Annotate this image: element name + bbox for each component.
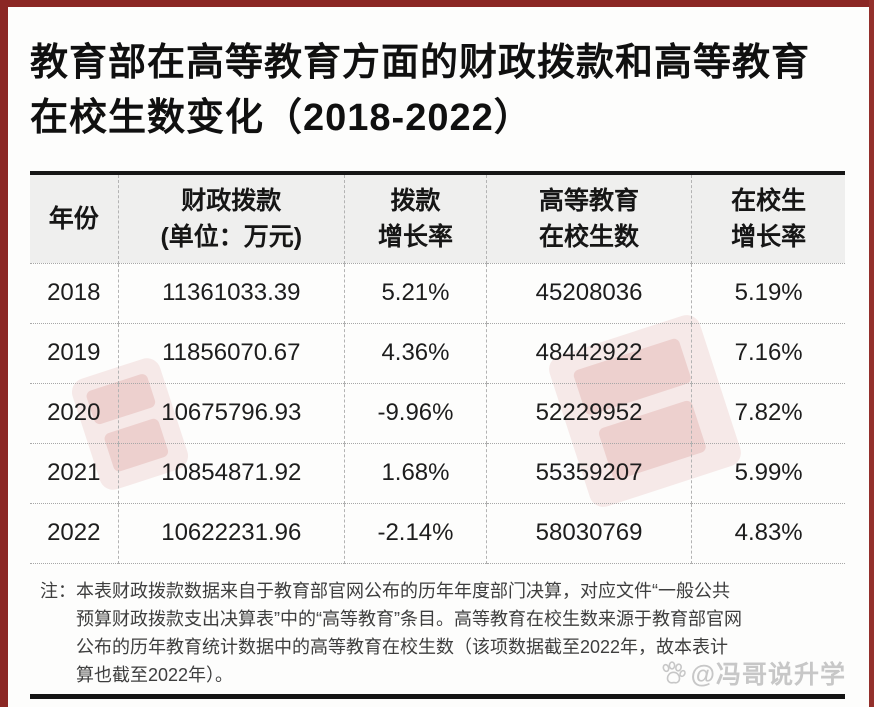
table-row: 2020 10675796.93 -9.96% 52229952 7.82% [30,382,845,443]
footnote-line: 预算财政拨款支出决算表”中的“高等教育”条目。高等教育在校生数来源于教育部官网 [76,608,742,629]
column-header-enrollment: 高等教育 在校生数 [485,173,692,263]
table-row: 2018 11361033.39 5.21% 45208036 5.19% [30,262,845,323]
cell-year: 2021 [30,442,119,503]
cell-enrollment: 52229952 [485,382,692,443]
frame-edge-right [869,0,874,707]
cell-enrollment: 58030769 [485,502,692,564]
page-title: 教育部在高等教育方面的财政拨款和高等教育 在校生数变化（2018-2022） [30,36,845,146]
funding-enrollment-table: 年份 财政拨款 (单位：万元) 拨款 增长率 高等教育 在校生数 在校生 增长率 [30,171,845,564]
cell-enrollment-growth: 5.19% [691,262,845,323]
cell-fiscal-allocation: 11856070.67 [117,322,345,383]
author-watermark: @冯哥说升学 [659,655,846,691]
cell-fiscal-allocation: 10622231.96 [117,502,345,564]
footnote-line: 本表财政拨款数据来自于教育部官网公布的历年年度部门决算，对应文件“一般公共 [76,580,730,601]
cell-enrollment-growth: 5.99% [691,442,845,503]
cell-enrollment-growth: 7.16% [691,322,845,383]
table-header: 年份 财政拨款 (单位：万元) 拨款 增长率 高等教育 在校生数 在校生 增长率 [30,173,845,263]
cell-enrollment: 48442922 [485,322,692,383]
cell-allocation-growth: -2.14% [344,502,487,564]
footnote: 注： 本表财政拨款数据来自于教育部官网公布的历年年度部门决算，对应文件“一般公共… [30,577,845,689]
cell-allocation-growth: 5.21% [344,262,487,323]
card-content: 教育部在高等教育方面的财政拨款和高等教育 在校生数变化（2018-2022） 年… [30,36,845,689]
header-sublabel: (单位：万元) [160,222,303,251]
cell-enrollment-growth: 4.83% [691,502,845,564]
page-title-line-2: 在校生数变化（2018-2022） [30,97,533,139]
header-sublabel: 在校生数 [539,222,640,251]
cell-enrollment-growth: 7.82% [691,382,845,443]
column-header-enrollment-growth: 在校生 增长率 [691,173,845,263]
header-label: 财政拨款 [181,186,282,215]
cell-enrollment: 55359207 [485,442,692,503]
cell-year: 2020 [30,382,119,443]
cell-fiscal-allocation: 10675796.93 [117,382,345,443]
cell-fiscal-allocation: 11361033.39 [117,262,345,323]
table-row: 2021 10854871.92 1.68% 55359207 5.99% [30,442,845,503]
footnote-text: 本表财政拨款数据来自于教育部官网公布的历年年度部门决算，对应文件“一般公共 预算… [76,577,742,689]
page-title-line-1: 教育部在高等教育方面的财政拨款和高等教育 [30,42,811,84]
column-header-year: 年份 [30,173,119,263]
cell-year: 2022 [30,502,119,564]
cell-enrollment: 45208036 [485,262,692,323]
footnote-label: 注： [40,580,76,601]
cell-year: 2018 [30,262,119,323]
header-sublabel: 增长率 [377,222,453,251]
frame-edge-top [0,0,874,7]
author-handle: @冯哥说升学 [690,661,846,689]
footnote-line: 算也截至2022年）。 [76,664,234,685]
cell-year: 2019 [30,322,119,383]
header-sublabel: 增长率 [731,222,807,251]
header-label: 年份 [48,204,99,233]
cell-allocation-growth: 4.36% [344,322,487,383]
cell-allocation-growth: -9.96% [344,382,487,443]
paw-icon [662,661,686,684]
table-row: 2022 10622231.96 -2.14% 58030769 4.83% [30,502,845,564]
column-header-allocation-growth: 拨款 增长率 [344,173,487,263]
header-label: 在校生 [731,186,807,215]
cell-fiscal-allocation: 10854871.92 [117,442,345,503]
column-header-fiscal-allocation: 财政拨款 (单位：万元) [117,173,345,263]
cell-allocation-growth: 1.68% [344,442,487,503]
bottom-rule [30,693,845,699]
header-label: 高等教育 [539,186,640,215]
header-label: 拨款 [390,186,441,215]
footnote-line: 公布的历年教育统计数据中的高等教育在校生数（该项数据截至2022年，故本表计 [76,636,729,657]
table-body: 2018 11361033.39 5.21% 45208036 5.19% 20… [30,262,845,564]
frame-edge-left [0,0,8,707]
table-row: 2019 11856070.67 4.36% 48442922 7.16% [30,322,845,383]
